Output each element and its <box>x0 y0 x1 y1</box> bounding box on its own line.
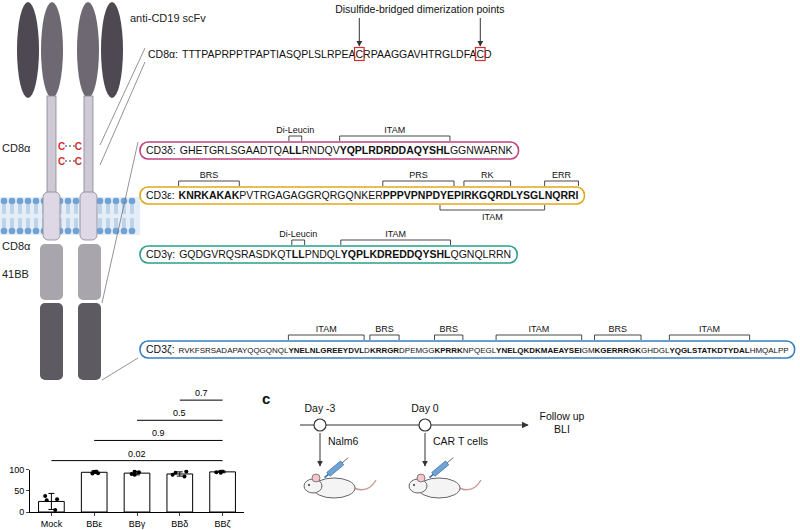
svg-text:ERR: ERR <box>552 170 572 180</box>
svg-text:BRS: BRS <box>200 170 219 180</box>
svg-text:Disulfide-bridged dimerization: Disulfide-bridged dimerization points <box>335 3 504 15</box>
svg-text:BRS: BRS <box>609 324 628 334</box>
svg-text:anti-CD19 scFv: anti-CD19 scFv <box>130 12 206 24</box>
svg-text:Di-Leucin: Di-Leucin <box>279 229 317 239</box>
svg-text:C: C <box>58 156 65 167</box>
svg-text:CD8α: CD8α <box>2 240 31 252</box>
svg-text:Di-Leucin: Di-Leucin <box>276 125 314 135</box>
svg-text:C: C <box>75 141 82 152</box>
svg-text:CD3γ:: CD3γ: <box>146 248 175 260</box>
svg-text:CD3ε:: CD3ε: <box>146 189 175 201</box>
svg-text:0.7: 0.7 <box>195 388 208 398</box>
svg-text:CAR T cells: CAR T cells <box>433 435 488 447</box>
svg-text:41BB: 41BB <box>2 268 29 280</box>
svg-text:BBγ: BBγ <box>129 519 146 529</box>
svg-text:50: 50 <box>14 486 24 496</box>
svg-text:ITAM: ITAM <box>316 324 337 334</box>
svg-text:Day -3: Day -3 <box>305 402 336 414</box>
svg-text:ITAM: ITAM <box>482 212 503 222</box>
svg-text:0: 0 <box>19 507 24 517</box>
svg-text:C: C <box>75 156 82 167</box>
svg-text:Day 0: Day 0 <box>411 402 439 414</box>
svg-text:GQDGVRQSRASDKQTLLPNDQLYQPLKDRE: GQDGVRQSRASDKQTLLPNDQLYQPLKDREDDQYSHLQGN… <box>179 248 511 260</box>
svg-text:CD3δ:: CD3δ: <box>146 144 176 156</box>
svg-text:0.5: 0.5 <box>173 408 186 418</box>
svg-text:PRS: PRS <box>409 170 428 180</box>
svg-text:BLI: BLI <box>554 423 570 435</box>
svg-text:ITAM: ITAM <box>528 324 549 334</box>
svg-text:TTTPAPRPPTPAPTIASQPLSLRPEACRPA: TTTPAPRPPTPAPTIASQPLSLRPEACRPAAGGAVHTRGL… <box>182 48 492 60</box>
svg-text:BBε: BBε <box>86 519 102 529</box>
svg-text:Mock: Mock <box>41 519 63 529</box>
svg-text:ITAM: ITAM <box>699 324 720 334</box>
svg-text:KNRKAKAKPVTRGAGAGGRQRGQNKERPPP: KNRKAKAKPVTRGAGAGGRQRGQNKERPPPVPNPDYEPIR… <box>179 189 579 201</box>
svg-text:BRS: BRS <box>375 324 394 334</box>
svg-text:Follow up: Follow up <box>540 410 585 422</box>
svg-text:RK: RK <box>481 170 494 180</box>
svg-text:0.9: 0.9 <box>152 428 165 438</box>
svg-text:c: c <box>262 390 270 407</box>
svg-text:CD3ζ:: CD3ζ: <box>146 343 175 355</box>
svg-text:ITAM: ITAM <box>384 125 405 135</box>
svg-text:ITAM: ITAM <box>385 229 406 239</box>
svg-text:CD8α: CD8α <box>2 142 31 154</box>
svg-text:CD8α:: CD8α: <box>148 48 178 60</box>
svg-text:BRS: BRS <box>439 324 458 334</box>
svg-text:0.02: 0.02 <box>128 449 146 459</box>
svg-text:BBδ: BBδ <box>171 519 188 529</box>
svg-text:100: 100 <box>9 465 24 475</box>
svg-text:C: C <box>58 141 65 152</box>
svg-text:BBζ: BBζ <box>215 519 231 529</box>
svg-text:RVKFSRSADAPAYQQGQNQLYNELNLGREE: RVKFSRSADAPAYQQGQNQLYNELNLGREEYDVLDKRRGR… <box>179 346 789 355</box>
svg-text:GHETGRLSGAADTQALLRNDQVYQPLRDRD: GHETGRLSGAADTQALLRNDQVYQPLRDRDDAQYSHLGGN… <box>180 144 513 156</box>
svg-text:Nalm6: Nalm6 <box>328 435 359 447</box>
